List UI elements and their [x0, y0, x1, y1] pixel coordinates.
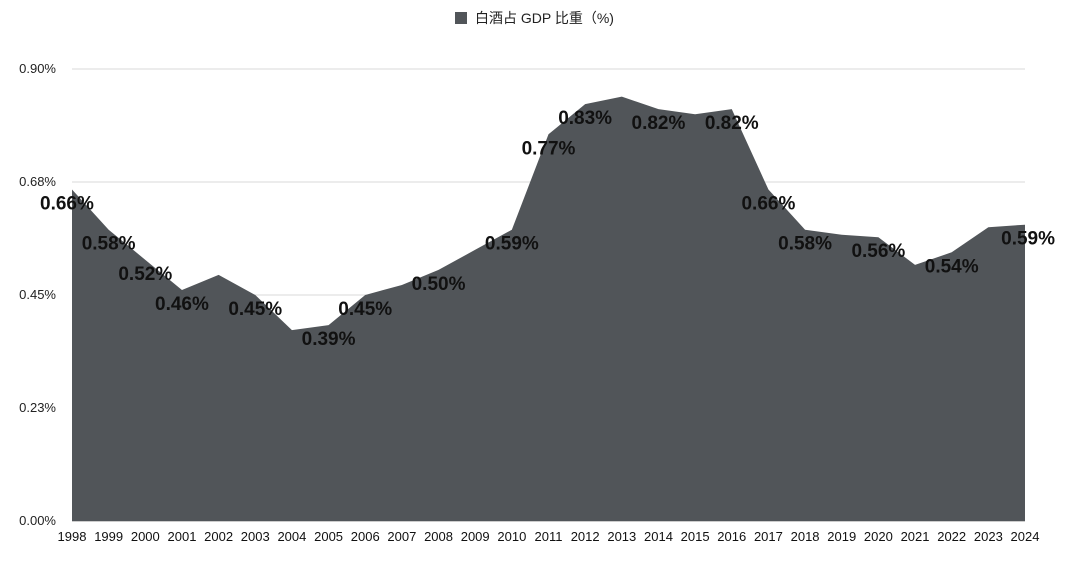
legend-swatch	[455, 12, 467, 24]
y-tick-label: 0.45%	[19, 287, 56, 302]
data-label: 0.46%	[155, 294, 209, 315]
x-tick-label: 2023	[974, 529, 1003, 544]
data-label: 0.52%	[118, 264, 172, 285]
data-label: 0.45%	[228, 299, 282, 320]
x-tick-label: 2005	[314, 529, 343, 544]
y-axis: 0.00% 0.23% 0.45% 0.68% 0.90%	[19, 61, 56, 528]
x-tick-label: 2014	[644, 529, 673, 544]
x-tick-label: 2017	[754, 529, 783, 544]
y-tick-label: 0.23%	[19, 400, 56, 415]
data-label: 0.56%	[851, 241, 905, 262]
x-tick-label: 2009	[461, 529, 490, 544]
data-label: 0.50%	[412, 274, 466, 295]
y-tick-label: 0.00%	[19, 513, 56, 528]
data-label: 0.59%	[1001, 229, 1055, 250]
x-tick-label: 2015	[681, 529, 710, 544]
x-tick-label: 2007	[387, 529, 416, 544]
x-tick-label: 2019	[827, 529, 856, 544]
x-tick-label: 2013	[607, 529, 636, 544]
x-tick-label: 2008	[424, 529, 453, 544]
x-tick-label: 2003	[241, 529, 270, 544]
data-label: 0.83%	[558, 108, 612, 129]
data-label: 0.45%	[338, 299, 392, 320]
data-label: 0.82%	[705, 113, 759, 134]
x-tick-label: 2024	[1011, 529, 1040, 544]
x-tick-label: 1999	[94, 529, 123, 544]
x-tick-label: 2012	[571, 529, 600, 544]
x-tick-label: 2010	[497, 529, 526, 544]
data-label: 0.82%	[632, 113, 686, 134]
x-tick-label: 2011	[535, 529, 563, 544]
data-label: 0.77%	[522, 138, 576, 159]
x-tick-label: 2000	[131, 529, 160, 544]
x-tick-label: 1998	[58, 529, 87, 544]
area-fill	[72, 96, 1025, 521]
data-label: 0.66%	[40, 194, 94, 215]
x-tick-label: 2001	[168, 529, 197, 544]
x-tick-label: 2006	[351, 529, 380, 544]
x-tick-label: 2021	[901, 529, 930, 544]
x-tick-label: 2004	[277, 529, 306, 544]
area-series	[72, 96, 1025, 521]
y-tick-label: 0.68%	[19, 174, 56, 189]
x-axis: 1998 1999 2000 2001 2002 2003 2004 2005 2006 2007…	[58, 529, 1040, 544]
data-label: 0.39%	[302, 329, 356, 350]
legend-label: 白酒占 GDP 比重（%)	[475, 10, 614, 26]
x-tick-label: 2018	[791, 529, 820, 544]
legend: 白酒占 GDP 比重（%)	[455, 10, 614, 26]
x-tick-label: 2022	[937, 529, 966, 544]
data-label: 0.59%	[485, 234, 539, 255]
data-label: 0.54%	[925, 256, 979, 277]
data-labels: 0.66% 0.58% 0.52% 0.46% 0.45% 0.39% 0.45% 0.50%…	[40, 108, 1055, 350]
x-tick-label: 2020	[864, 529, 893, 544]
x-tick-label: 2016	[717, 529, 746, 544]
data-label: 0.58%	[778, 234, 832, 255]
data-label: 0.66%	[741, 194, 795, 215]
data-label: 0.58%	[82, 234, 136, 255]
y-tick-label: 0.90%	[19, 61, 56, 76]
x-tick-label: 2002	[204, 529, 233, 544]
